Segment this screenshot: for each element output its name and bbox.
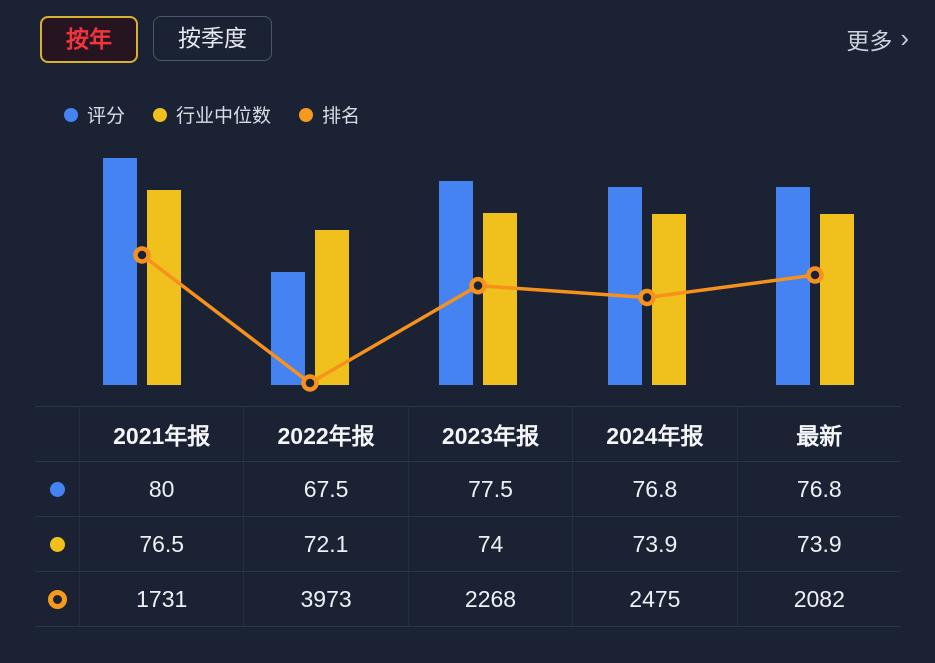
legend-item-score: 评分: [64, 101, 125, 128]
bar-score-3: [608, 187, 642, 385]
cell-rank-1: 3973: [243, 572, 407, 626]
cell-score-4: 76.8: [736, 462, 901, 516]
cell-score-1: 67.5: [243, 462, 407, 516]
cell-median-2: 74: [407, 517, 572, 571]
cell-score-3: 76.8: [572, 462, 736, 516]
table-row-median: 76.5 72.1 74 73.9 73.9: [35, 517, 901, 572]
cell-score-2: 77.5: [407, 462, 572, 516]
tab-by-year[interactable]: 按年: [40, 16, 138, 63]
tab-by-quarter[interactable]: 按季度: [153, 16, 272, 61]
cell-median-0: 76.5: [79, 517, 243, 571]
bar-score-4: [776, 187, 810, 385]
chart-legend: 评分 行业中位数 排名: [64, 101, 374, 128]
dot-blue-icon: [49, 481, 65, 497]
legend-label: 评分: [87, 106, 126, 127]
cell-score-0: 80: [79, 462, 243, 516]
bar-median-0: [147, 189, 181, 385]
row-marker-cell: [35, 517, 79, 571]
dot-yellow-icon: [49, 536, 65, 552]
bar-median-3: [652, 213, 686, 385]
cell-median-1: 72.1: [243, 517, 407, 571]
table-header-4: 最新: [736, 407, 901, 461]
legend-label: 行业中位数: [176, 106, 272, 127]
cell-rank-4: 2082: [736, 572, 901, 626]
legend-item-median: 行业中位数: [153, 101, 271, 128]
row-marker-cell: [35, 572, 79, 626]
bar-score-1: [271, 271, 305, 385]
table-header-3: 2024年报: [572, 407, 736, 461]
more-label: 更多: [846, 28, 893, 54]
table-row-rank: 1731 3973 2268 2475 2082: [35, 572, 901, 627]
rank-dot-icon: [299, 107, 314, 122]
more-link[interactable]: 更多 ›: [846, 22, 909, 56]
legend-label: 排名: [322, 106, 361, 127]
cell-median-4: 73.9: [736, 517, 901, 571]
table-row-score: 80 67.5 77.5 76.8 76.8: [35, 462, 901, 517]
bar-score-2: [439, 180, 473, 385]
cell-rank-2: 2268: [407, 572, 572, 626]
table-header-1: 2022年报: [243, 407, 407, 461]
ring-orange-icon: [47, 589, 67, 609]
cell-median-3: 73.9: [572, 517, 736, 571]
table-header-2: 2023年报: [407, 407, 572, 461]
chevron-right-icon: ›: [900, 23, 909, 53]
score-dot-icon: [64, 107, 78, 122]
bar-median-2: [483, 212, 517, 385]
legend-item-rank: 排名: [299, 101, 360, 128]
bar-score-0: [103, 158, 137, 385]
row-marker-cell: [35, 462, 79, 516]
bar-median-1: [315, 229, 349, 385]
table-corner-cell: [35, 407, 79, 461]
table-header-0: 2021年报: [79, 407, 243, 461]
bar-median-4: [820, 213, 854, 385]
median-dot-icon: [153, 107, 168, 122]
cell-rank-0: 1731: [79, 572, 243, 626]
cell-rank-3: 2475: [572, 572, 736, 626]
data-table: 2021年报 2022年报 2023年报 2024年报 最新 80 67.5 77.5 76.8…: [35, 406, 901, 627]
table-header-row: 2021年报 2022年报 2023年报 2024年报 最新: [35, 407, 901, 462]
